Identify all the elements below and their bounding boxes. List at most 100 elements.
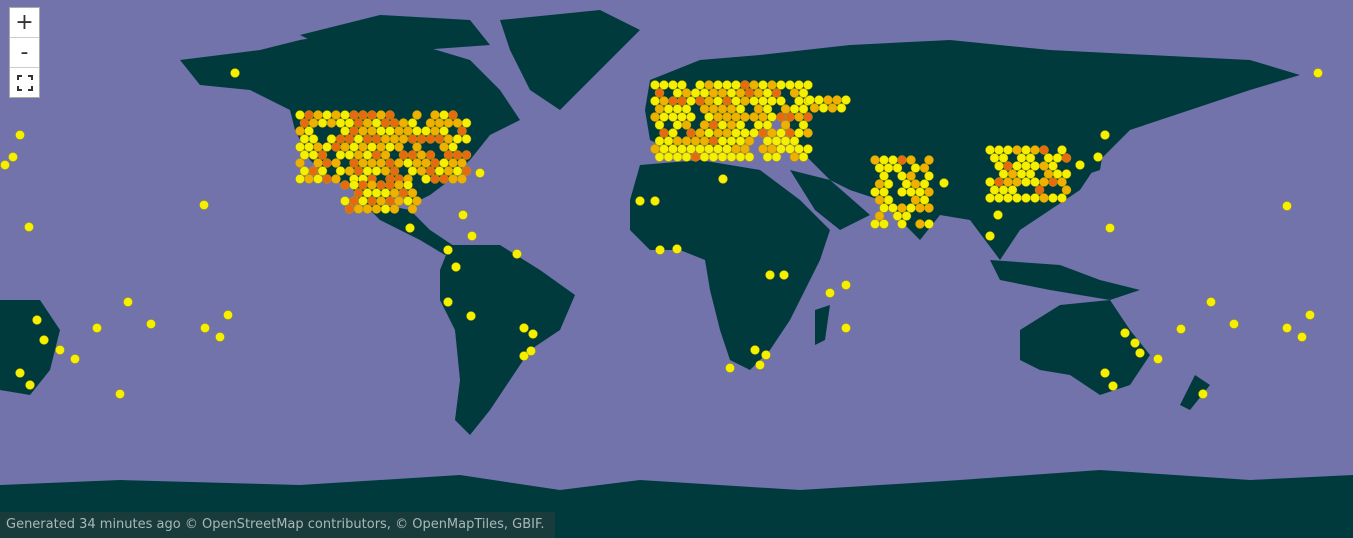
hexbin-marker[interactable] [8, 152, 18, 162]
hexbin-marker[interactable] [897, 171, 907, 181]
hexbin-marker[interactable] [367, 158, 377, 168]
hexbin-marker[interactable] [1282, 201, 1292, 211]
hexbin-marker[interactable] [924, 155, 934, 165]
hexbin-marker[interactable] [717, 120, 728, 130]
hexbin-marker[interactable] [906, 171, 916, 181]
hexbin-marker[interactable] [434, 118, 445, 128]
hexbin-marker[interactable] [461, 150, 472, 160]
hexbin-marker[interactable] [654, 152, 665, 162]
hexbin-marker[interactable] [371, 188, 382, 198]
hexbin-marker[interactable] [331, 142, 341, 152]
hexbin-marker[interactable] [749, 112, 759, 122]
hexbin-marker[interactable] [750, 345, 760, 355]
hexbin-marker[interactable] [407, 166, 418, 176]
hexbin-marker[interactable] [398, 118, 409, 128]
hexbin-marker[interactable] [349, 180, 359, 190]
hexbin-marker[interactable] [443, 134, 454, 144]
hexbin-marker[interactable] [825, 288, 835, 298]
hexbin-marker[interactable] [322, 158, 332, 168]
hexbin-marker[interactable] [690, 88, 701, 98]
hexbin-marker[interactable] [313, 174, 323, 184]
hexbin-marker[interactable] [115, 389, 125, 399]
hexbin-marker[interactable] [767, 96, 777, 106]
hexbin-marker[interactable] [749, 96, 759, 106]
hexbin-marker[interactable] [681, 88, 692, 98]
hexbin-marker[interactable] [299, 166, 310, 176]
hexbin-marker[interactable] [371, 134, 382, 144]
hexbin-marker[interactable] [924, 203, 934, 213]
hexbin-marker[interactable] [443, 150, 454, 160]
hexbin-marker[interactable] [394, 196, 404, 206]
hexbin-marker[interactable] [874, 195, 885, 205]
hexbin-marker[interactable] [448, 158, 458, 168]
hexbin-marker[interactable] [672, 152, 683, 162]
hexbin-marker[interactable] [367, 180, 377, 190]
hexbin-marker[interactable] [358, 196, 368, 206]
hexbin-marker[interactable] [794, 144, 804, 154]
hexbin-marker[interactable] [326, 134, 337, 144]
hexbin-marker[interactable] [994, 145, 1004, 155]
hexbin-marker[interactable] [349, 196, 359, 206]
hexbin-marker[interactable] [1012, 177, 1022, 187]
hexbin-marker[interactable] [146, 319, 156, 329]
zoom-out-button[interactable]: - [10, 38, 39, 68]
hexbin-marker[interactable] [789, 136, 800, 146]
hexbin-marker[interactable] [762, 104, 773, 114]
hexbin-marker[interactable] [376, 142, 386, 152]
hexbin-marker[interactable] [713, 112, 723, 122]
hexbin-marker[interactable] [650, 112, 660, 122]
hexbin-marker[interactable] [340, 196, 350, 206]
hexbin-marker[interactable] [448, 142, 458, 152]
hexbin-marker[interactable] [380, 166, 391, 176]
hexbin-marker[interactable] [389, 188, 400, 198]
hexbin-marker[interactable] [761, 350, 771, 360]
hexbin-marker[interactable] [879, 187, 889, 197]
hexbin-marker[interactable] [340, 180, 350, 190]
hexbin-marker[interactable] [686, 128, 696, 138]
hexbin-marker[interactable] [32, 315, 42, 325]
hexbin-marker[interactable] [726, 136, 737, 146]
hexbin-marker[interactable] [407, 188, 418, 198]
hexbin-marker[interactable] [654, 88, 665, 98]
hexbin-marker[interactable] [344, 150, 355, 160]
hexbin-marker[interactable] [358, 126, 368, 136]
hexbin-marker[interactable] [457, 126, 467, 136]
hexbin-marker[interactable] [1282, 323, 1292, 333]
hexbin-marker[interactable] [993, 210, 1003, 220]
hexbin-marker[interactable] [1093, 152, 1103, 162]
hexbin-marker[interactable] [407, 134, 418, 144]
hexbin-marker[interactable] [304, 142, 314, 152]
hexbin-marker[interactable] [695, 80, 705, 90]
hexbin-marker[interactable] [358, 110, 368, 120]
hexbin-marker[interactable] [798, 88, 809, 98]
hexbin-marker[interactable] [448, 110, 458, 120]
hexbin-marker[interactable] [403, 126, 413, 136]
hexbin-marker[interactable] [1061, 169, 1072, 179]
hexbin-marker[interactable] [726, 104, 737, 114]
hexbin-marker[interactable] [704, 144, 714, 154]
hexbin-marker[interactable] [722, 80, 732, 90]
hexbin-marker[interactable] [780, 120, 791, 130]
hexbin-marker[interactable] [874, 179, 885, 189]
hexbin-marker[interactable] [755, 360, 765, 370]
hexbin-marker[interactable] [1075, 160, 1085, 170]
hexbin-marker[interactable] [762, 152, 773, 162]
hexbin-marker[interactable] [349, 142, 359, 152]
hexbin-marker[interactable] [695, 144, 705, 154]
hexbin-marker[interactable] [758, 144, 768, 154]
hexbin-marker[interactable] [439, 158, 449, 168]
hexbin-marker[interactable] [123, 297, 133, 307]
hexbin-marker[interactable] [735, 104, 746, 114]
hexbin-marker[interactable] [353, 134, 364, 144]
hexbin-marker[interactable] [794, 128, 804, 138]
hexbin-marker[interactable] [718, 174, 728, 184]
hexbin-marker[interactable] [994, 177, 1004, 187]
hexbin-marker[interactable] [421, 158, 431, 168]
hexbin-marker[interactable] [0, 160, 10, 170]
hexbin-marker[interactable] [407, 118, 418, 128]
hexbin-marker[interactable] [753, 104, 764, 114]
hexbin-marker[interactable] [295, 142, 305, 152]
hexbin-marker[interactable] [1130, 338, 1140, 348]
hexbin-marker[interactable] [1297, 332, 1307, 342]
hexbin-marker[interactable] [335, 166, 346, 176]
